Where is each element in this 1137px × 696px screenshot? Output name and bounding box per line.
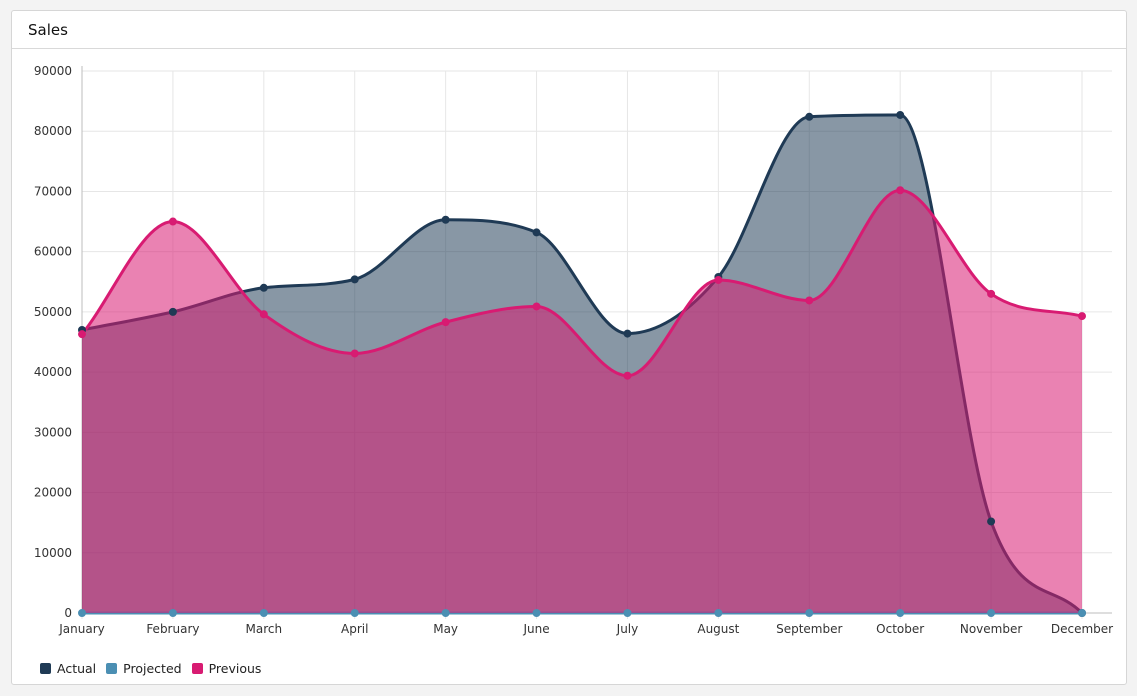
- x-tick-label: June: [522, 622, 549, 636]
- x-tick-label: July: [616, 622, 639, 636]
- card-header: Sales: [12, 11, 1126, 49]
- x-tick-label: April: [341, 622, 368, 636]
- legend-swatch: [191, 663, 203, 674]
- y-tick-label: 10000: [34, 546, 72, 560]
- previous-point: [168, 217, 177, 226]
- chart-legend: Actual Projected Previous: [40, 661, 271, 676]
- actual-point: [532, 228, 541, 237]
- x-tick-label: September: [776, 622, 842, 636]
- y-tick-label: 50000: [34, 305, 72, 319]
- y-tick-label: 0: [64, 606, 72, 620]
- previous-point: [1078, 312, 1086, 321]
- legend-item-previous[interactable]: Previous: [191, 661, 262, 676]
- legend-item-projected[interactable]: Projected: [106, 661, 182, 676]
- x-tick-label: March: [246, 622, 283, 636]
- previous-point: [78, 330, 86, 339]
- projected-point: [805, 609, 814, 617]
- projected-point: [350, 609, 359, 617]
- previous-area: [82, 190, 1082, 614]
- actual-point: [168, 307, 177, 316]
- previous-point: [623, 371, 632, 380]
- actual-point: [259, 283, 268, 292]
- y-tick-label: 40000: [34, 365, 72, 379]
- legend-label: Projected: [123, 661, 182, 676]
- actual-point: [805, 112, 814, 121]
- projected-point: [623, 609, 632, 617]
- previous-point: [987, 289, 996, 298]
- projected-point: [987, 609, 996, 617]
- projected-point: [532, 609, 541, 617]
- y-tick-label: 70000: [34, 184, 72, 198]
- card-title: Sales: [28, 20, 68, 39]
- y-tick-label: 20000: [34, 486, 72, 500]
- x-tick-label: October: [876, 622, 924, 636]
- projected-point: [259, 609, 268, 617]
- x-tick-label: February: [146, 622, 199, 636]
- y-tick-label: 90000: [34, 64, 72, 78]
- previous-line: [80, 188, 1083, 378]
- previous-point: [896, 186, 905, 195]
- actual-point: [441, 215, 450, 224]
- previous-point: [441, 318, 450, 327]
- sales-chart: 0 10000 20000 30000 40000 50000 60000 70000 8000…: [34, 64, 1113, 636]
- legend-label: Actual: [57, 661, 97, 676]
- y-tick-label: 80000: [34, 124, 72, 138]
- y-tick-label: 60000: [34, 245, 72, 259]
- previous-point: [259, 310, 268, 319]
- projected-point: [168, 609, 177, 617]
- previous-point: [805, 296, 814, 305]
- previous-point: [714, 275, 723, 284]
- projected-point: [714, 609, 723, 617]
- legend-item-actual[interactable]: Actual: [40, 661, 96, 676]
- actual-point: [623, 329, 632, 338]
- x-tick-label: November: [960, 622, 1022, 636]
- projected-point: [1078, 609, 1086, 617]
- projected-point: [441, 609, 450, 617]
- projected-point: [78, 609, 86, 617]
- legend-label: Previous: [208, 661, 262, 676]
- x-tick-label: December: [1051, 622, 1113, 636]
- previous-point: [532, 302, 541, 311]
- y-tick-label: 30000: [34, 425, 72, 439]
- x-tick-label: August: [697, 622, 739, 636]
- previous-point: [350, 349, 359, 358]
- actual-point: [350, 275, 359, 284]
- legend-swatch: [106, 663, 118, 674]
- x-tick-label: May: [433, 622, 458, 636]
- legend-swatch: [40, 663, 51, 674]
- actual-point: [987, 517, 996, 526]
- actual-point: [896, 110, 905, 119]
- x-tick-label: January: [58, 622, 105, 636]
- sales-card: Sales 0 10000 20000 30000 40000 50000 60000 700…: [11, 10, 1127, 685]
- projected-point: [896, 609, 905, 617]
